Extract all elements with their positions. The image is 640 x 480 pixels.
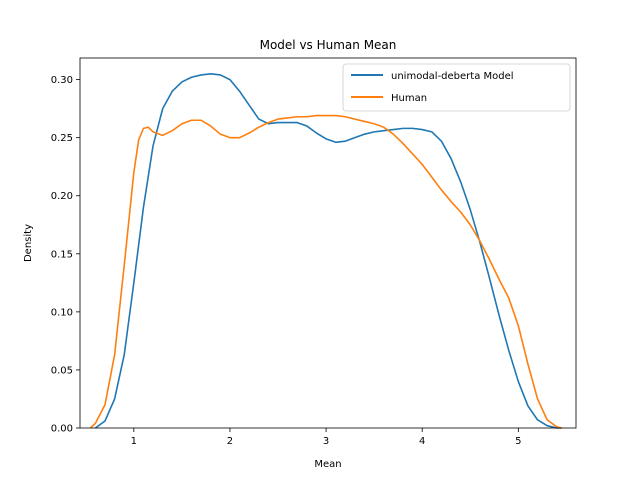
x-tick-label: 1 xyxy=(131,436,137,447)
plot-frame xyxy=(79,57,577,429)
x-axis-label: Mean xyxy=(314,459,341,470)
legend-label-human: Human xyxy=(391,93,427,104)
x-tick-label: 3 xyxy=(323,436,329,447)
plot-area xyxy=(80,58,576,428)
chart-title: Model vs Human Mean xyxy=(260,38,397,52)
y-tick-label: 0.05 xyxy=(51,365,73,376)
y-tick-label: 0.15 xyxy=(51,249,73,260)
legend-box xyxy=(342,63,571,112)
y-axis-label: Density xyxy=(23,224,34,262)
x-tick-label: 4 xyxy=(419,436,425,447)
x-ticks: 1 2 3 4 5 xyxy=(131,428,522,447)
y-tick-label: 0.20 xyxy=(51,191,73,202)
legend-label-model: unimodal-deberta Model xyxy=(391,71,514,82)
y-tick-label: 0.10 xyxy=(51,307,73,318)
legend: unimodal-deberta Model Human xyxy=(342,63,571,112)
y-tick-label: 0.30 xyxy=(51,75,73,86)
series-layer xyxy=(90,72,562,429)
series-line-human xyxy=(90,114,562,429)
y-ticks: 0.00 0.05 0.10 0.15 0.20 0.25 0.30 xyxy=(51,75,80,435)
y-tick-label: 0.25 xyxy=(51,133,73,144)
series-line-model xyxy=(94,72,562,429)
x-tick-label: 2 xyxy=(227,436,233,447)
x-tick-label: 5 xyxy=(515,436,521,447)
y-tick-label: 0.00 xyxy=(51,424,73,435)
